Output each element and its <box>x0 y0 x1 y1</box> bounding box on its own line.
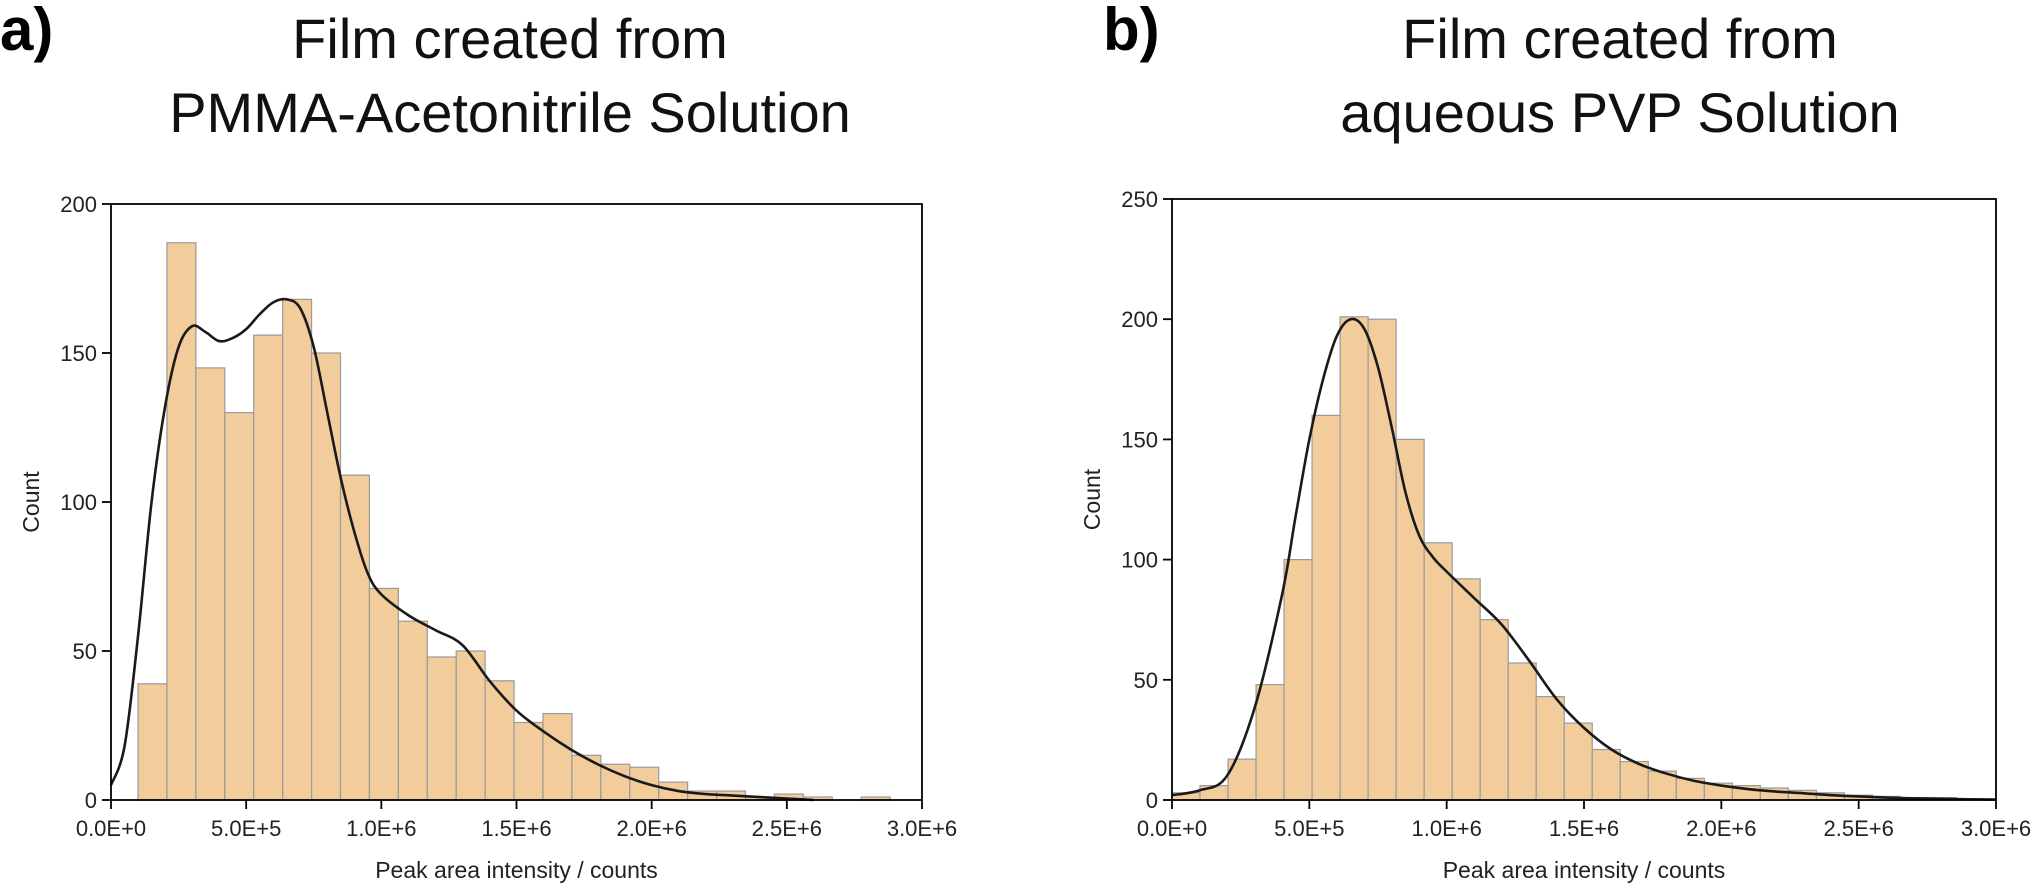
panel-b-title-line1: Film created from <box>1402 7 1838 70</box>
panel-b-title-line2: aqueous PVP Solution <box>1340 81 1900 144</box>
y-tick-label-a-4: 200 <box>60 192 97 217</box>
x-tick-label-a-6: 3.0E+6 <box>887 816 957 841</box>
fit-curve-a <box>109 297 814 802</box>
bar-a-0 <box>137 683 168 801</box>
x-tick-label-a-4: 2.0E+6 <box>616 816 686 841</box>
y-axis-label-a: Count <box>18 471 44 533</box>
panel-a-title-line1: Film created from <box>292 7 728 70</box>
bar-a-11 <box>455 650 486 801</box>
bars-a <box>137 242 891 801</box>
bar-a-14 <box>542 712 573 801</box>
panel-b-title: Film created from aqueous PVP Solution <box>1170 2 2032 150</box>
x-tick-label-a-0: 0.0E+0 <box>76 816 146 841</box>
panel-a-title: Film created from PMMA-Acetonitrile Solu… <box>60 2 960 150</box>
bar-a-13 <box>513 721 544 801</box>
bar-a-2 <box>195 367 226 801</box>
x-tick-label-a-1: 5.0E+5 <box>211 816 281 841</box>
bar-a-6 <box>310 352 342 801</box>
x-axis-label-a: Peak area intensity / counts <box>375 857 658 883</box>
panel-b-letter: b) <box>1103 0 1160 63</box>
x-tick-label-a-3: 1.5E+6 <box>481 816 551 841</box>
x-tick-label-a-5: 2.5E+6 <box>752 816 822 841</box>
bar-a-3 <box>224 412 255 801</box>
bar-a-7 <box>339 474 371 801</box>
x-tick-label-a-2: 1.0E+6 <box>346 816 416 841</box>
bar-a-10 <box>426 656 457 801</box>
y-tick-label-a-1: 50 <box>73 639 97 664</box>
panel-a-letter: a) <box>0 0 54 63</box>
bar-a-8 <box>368 587 399 801</box>
bar-a-5 <box>282 298 313 801</box>
bar-a-4 <box>253 334 284 801</box>
y-tick-label-a-3: 150 <box>60 341 97 366</box>
bar-a-16 <box>600 763 631 801</box>
y-tick-label-a-0: 0 <box>85 788 97 813</box>
bar-a-9 <box>397 620 428 801</box>
y-tick-label-a-2: 100 <box>60 490 97 515</box>
bar-a-12 <box>484 680 515 801</box>
panel-a-title-line2: PMMA-Acetonitrile Solution <box>169 81 851 144</box>
bar-a-15 <box>571 754 602 801</box>
